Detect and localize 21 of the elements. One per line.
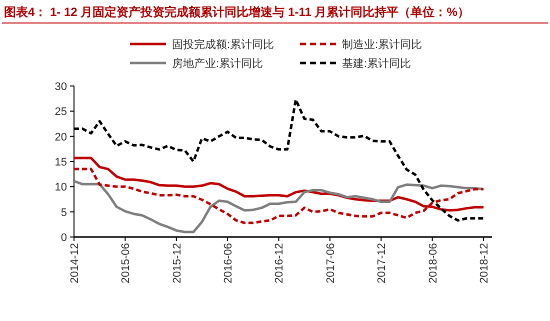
x-tick-label: 2017-06 [324,243,337,284]
legend-label: 固投完成额:累计同比 [172,38,274,51]
y-tick-label: 0 [60,232,67,244]
x-tick-label: 2014-12 [69,243,81,284]
x-tick-label: 2017-12 [376,243,388,284]
y-tick-label: 10 [54,182,67,194]
legend-label: 制造业:累计同比 [342,38,422,51]
legend-label: 房地产业:累计同比 [172,57,264,70]
x-tick-label: 2018-06 [427,243,440,284]
y-tick-label: 25 [54,106,67,118]
y-tick-label: 15 [54,156,67,168]
x-tick-label: 2015-06 [120,243,132,284]
x-tick-label: 2018-12 [478,243,490,284]
x-tick-label: 2016-12 [274,243,286,284]
y-tick-label: 5 [60,206,67,219]
legend-label: 基建:累计同比 [342,57,412,70]
title: 图表4： 1- 12 月固定资产投资完成额累计同比增速与 1-11 月累计同比持平（单位：%） [4,5,470,19]
y-tick-label: 20 [54,131,67,144]
x-tick-label: 2016-06 [222,243,235,284]
y-tick-label: 30 [54,81,67,93]
x-tick-label: 2015-12 [171,243,184,284]
